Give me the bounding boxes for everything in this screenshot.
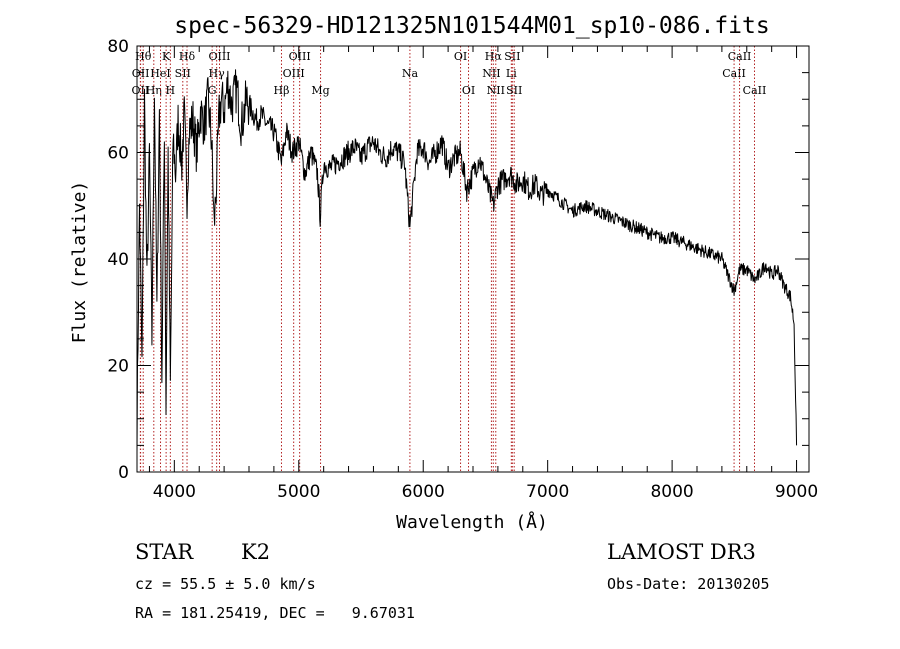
- observation-date: Obs-Date: 20130205: [607, 575, 770, 593]
- y-tick-label: 0: [118, 463, 129, 483]
- line-label-oi: OI: [462, 84, 475, 97]
- line-label-nii: NII: [487, 84, 505, 97]
- plot-frame: [136, 45, 810, 473]
- line-label-hδ: Hδ: [179, 50, 196, 63]
- survey-name: LAMOST DR3: [607, 540, 756, 564]
- line-label-oiii: OIII: [208, 50, 230, 63]
- chart-title: spec-56329-HD121325N101544M01_sp10-086.f…: [174, 13, 769, 39]
- x-tick-label: 7000: [526, 482, 569, 502]
- x-tick-label: 4000: [153, 482, 196, 502]
- line-label-hei: HeI: [150, 67, 170, 80]
- line-label-oi: OI: [454, 50, 467, 63]
- y-tick-label: 60: [107, 144, 129, 164]
- object-subclass: K2: [241, 540, 271, 564]
- line-label-sii: SII: [175, 67, 191, 80]
- line-label-caii: CaII: [743, 84, 767, 97]
- x-tick-label: 6000: [402, 482, 445, 502]
- line-label-mg: Mg: [311, 84, 329, 97]
- x-tick-label: 9000: [775, 482, 818, 502]
- y-tick-label: 20: [107, 357, 129, 377]
- line-label-caii: CaII: [728, 50, 752, 63]
- line-label-li: Li: [506, 67, 517, 80]
- coordinates-readout: RA = 181.25419, DEC = 9.67031: [135, 604, 415, 622]
- line-label-g: G: [208, 84, 217, 97]
- line-label-sii: SII: [504, 50, 520, 63]
- spectral-line-markers: OIIHθOIIHηHeIKHSIIHδGHγOIIIHβOIIIOIIIMgN…: [132, 46, 767, 472]
- line-label-hβ: Hβ: [274, 84, 290, 97]
- y-tick-label: 40: [107, 250, 129, 270]
- line-label-oiii: OIII: [283, 67, 305, 80]
- line-label-h: H: [166, 84, 176, 97]
- line-label-k: K: [162, 50, 171, 63]
- line-label-na: Na: [402, 67, 419, 80]
- line-label-nii: NII: [482, 67, 500, 80]
- x-tick-label: 8000: [650, 482, 693, 502]
- line-label-sii: SII: [506, 84, 522, 97]
- line-label-hθ: Hθ: [135, 50, 152, 63]
- line-label-oiii: OIII: [289, 50, 311, 63]
- line-label-hγ: Hγ: [209, 67, 226, 80]
- x-axis-label: Wavelength (Å): [396, 511, 548, 533]
- y-axis-label: Flux (relative): [69, 181, 90, 344]
- series-flux: [136, 69, 798, 454]
- line-label-hη: Hη: [146, 84, 162, 97]
- flux-series: [136, 69, 798, 454]
- x-tick-label: 5000: [277, 482, 320, 502]
- line-label-hα: Hα: [485, 50, 503, 63]
- redshift-readout: cz = 55.5 ± 5.0 km/s: [135, 575, 316, 593]
- axis-ticks: 4000 5000 6000 7000 8000 9000 0 20 40 60 80: [107, 37, 818, 502]
- line-label-oii: OII: [132, 67, 150, 80]
- line-label-caii: CaII: [722, 67, 746, 80]
- y-tick-label: 80: [107, 37, 129, 57]
- object-class: STAR: [135, 540, 194, 564]
